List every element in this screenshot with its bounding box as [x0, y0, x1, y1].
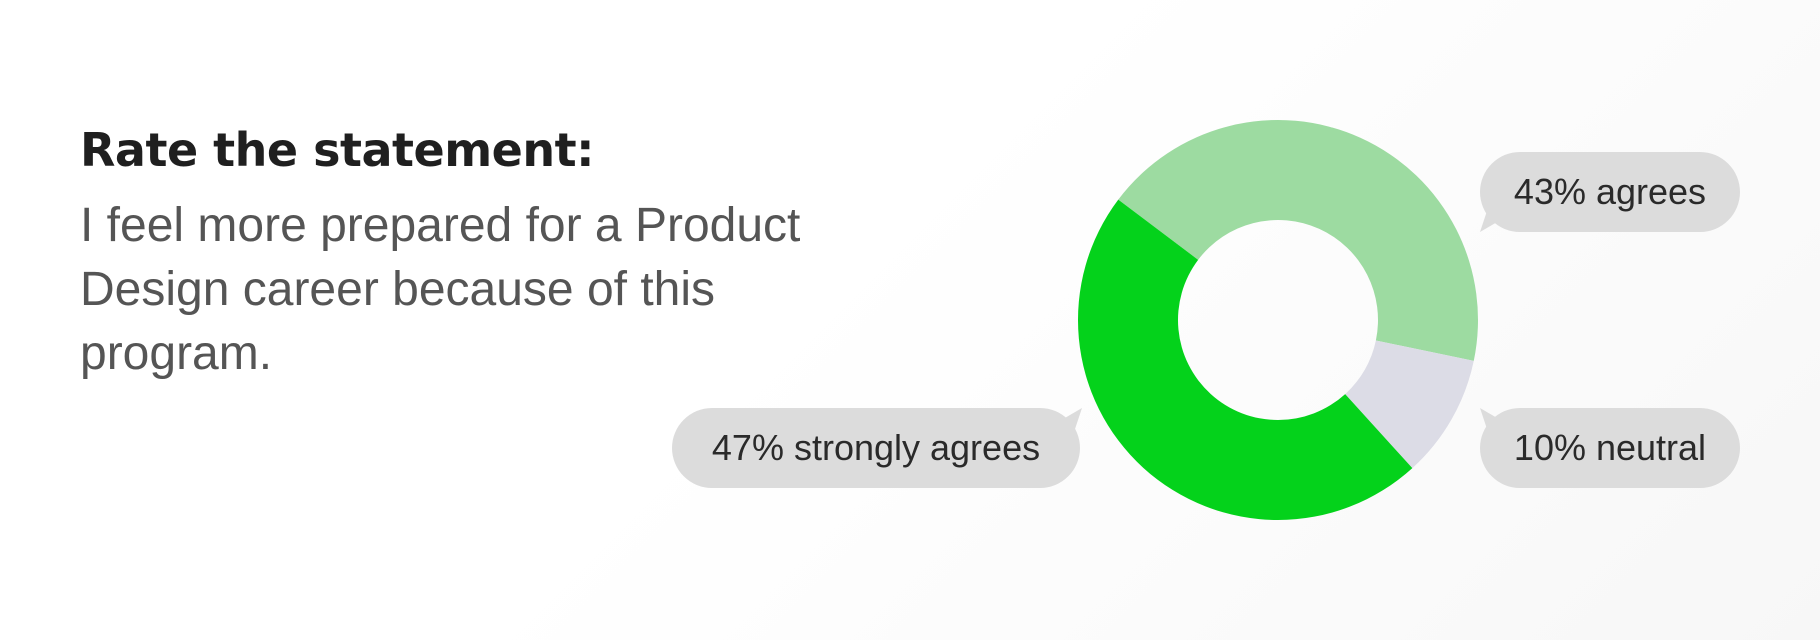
- label-bubble-strongly-agrees: 47% strongly agrees: [672, 408, 1080, 488]
- label-bubble-neutral: 10% neutral: [1480, 408, 1740, 488]
- donut-slice-agrees: [1118, 120, 1478, 361]
- donut-slice-neutral: [1345, 340, 1474, 469]
- heading: Rate the statement:: [80, 123, 594, 177]
- statement-block: Rate the statement: I feel more prepared…: [80, 120, 840, 386]
- label-text-strongly-agrees: 47% strongly agrees: [711, 427, 1041, 468]
- bubble-tail-neutral: [1480, 408, 1504, 432]
- statement-text: I feel more prepared for a Product Desig…: [80, 199, 801, 380]
- label-text-neutral: 10% neutral: [1513, 427, 1707, 468]
- label-text-agrees: 43% agrees: [1513, 171, 1707, 212]
- bubble-tail-strongly-agrees: [1058, 408, 1082, 432]
- label-bubble-agrees: 43% agrees: [1480, 152, 1740, 232]
- donut-slice-strongly-agrees: [1078, 199, 1413, 520]
- bubble-tail-agrees: [1480, 208, 1504, 232]
